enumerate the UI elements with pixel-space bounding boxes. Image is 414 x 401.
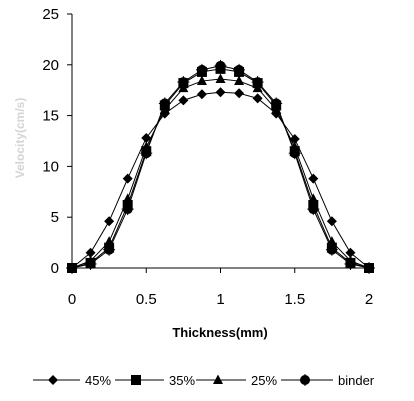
- data-point: [121, 203, 134, 216]
- legend-item: 25%: [196, 373, 277, 388]
- data-point: [251, 76, 264, 89]
- series-line: [71, 78, 370, 269]
- x-axis-label: Thickness(mm): [172, 325, 267, 340]
- data-point: [215, 73, 226, 84]
- y-axis-label: Velocity(cm/s): [13, 98, 27, 179]
- legend-marker: [48, 375, 58, 385]
- chart-legend: 45% 35% 25% binder: [33, 373, 375, 388]
- chart-series: [66, 59, 375, 274]
- legend-marker: [299, 374, 311, 386]
- data-point: [270, 97, 283, 110]
- data-point: [288, 147, 301, 160]
- data-point: [308, 173, 319, 184]
- y-tick-label: 10: [42, 158, 59, 175]
- x-tick-label: 1.5: [284, 291, 305, 308]
- data-point: [196, 89, 207, 100]
- y-tick-label: 25: [42, 6, 59, 23]
- legend-item: 35%: [115, 373, 195, 388]
- data-point: [66, 262, 78, 274]
- y-tick-label: 20: [42, 57, 59, 74]
- chart-axes: 0 5 10 15 20 25 0 0.5 1 1.5 2: [42, 6, 373, 308]
- legend-label: 45%: [85, 373, 111, 388]
- data-point: [141, 132, 152, 143]
- data-point: [234, 88, 245, 99]
- data-point: [140, 147, 153, 160]
- x-tick-label: 2: [365, 291, 373, 308]
- series-line: [71, 68, 370, 269]
- data-point: [289, 141, 300, 152]
- data-point: [325, 243, 338, 256]
- legend-item: binder: [281, 373, 375, 388]
- data-point: [233, 63, 246, 76]
- data-point: [196, 75, 207, 86]
- legend-label: 35%: [169, 373, 195, 388]
- y-tick-label: 15: [42, 108, 59, 125]
- data-point: [122, 173, 133, 184]
- data-point: [252, 93, 263, 104]
- data-point: [326, 216, 337, 227]
- legend-label: 25%: [251, 373, 277, 388]
- legend-item: 45%: [33, 373, 111, 388]
- data-point: [178, 95, 189, 106]
- data-point: [84, 257, 97, 270]
- data-point: [104, 216, 115, 227]
- data-point: [85, 247, 96, 258]
- x-tick-label: 0: [68, 291, 76, 308]
- series-binder: [66, 59, 375, 274]
- y-tick-label: 0: [51, 260, 59, 277]
- data-point: [307, 203, 320, 216]
- data-point: [103, 243, 116, 256]
- x-tick-label: 0.5: [136, 291, 157, 308]
- legend-marker: [213, 374, 223, 384]
- data-point: [215, 87, 226, 98]
- data-point: [345, 247, 356, 258]
- data-point: [363, 262, 375, 274]
- data-point: [177, 76, 190, 89]
- data-point: [141, 141, 152, 152]
- data-point: [158, 97, 171, 110]
- y-tick-label: 5: [51, 209, 59, 226]
- data-point: [344, 257, 357, 270]
- legend-marker: [131, 375, 141, 385]
- series-line: [71, 91, 370, 269]
- series-45pct: [67, 87, 374, 273]
- data-point: [234, 75, 245, 86]
- x-tick-label: 1: [216, 291, 224, 308]
- data-point: [195, 63, 208, 76]
- legend-label: binder: [338, 373, 375, 388]
- data-point: [214, 59, 227, 72]
